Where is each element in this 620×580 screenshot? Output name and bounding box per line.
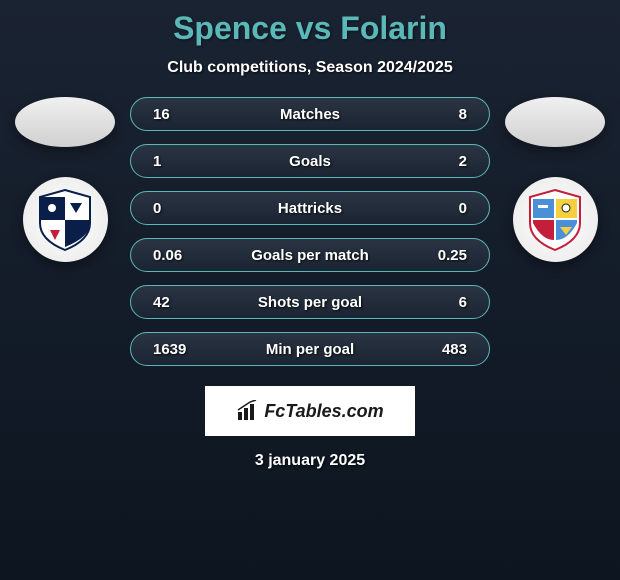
player-right-badge [513, 177, 598, 262]
stat-label: Goals [289, 153, 331, 170]
fctables-logo[interactable]: FcTables.com [205, 386, 415, 436]
player-right-column [500, 97, 610, 262]
chart-icon [236, 400, 258, 422]
comparison-date: 3 january 2025 [255, 452, 365, 470]
stat-label: Min per goal [266, 341, 354, 358]
stat-right-value: 6 [427, 294, 467, 311]
stat-left-value: 1639 [153, 341, 193, 358]
logo-text: FcTables.com [264, 401, 383, 422]
stat-right-value: 483 [427, 341, 467, 358]
stat-row-goals: 1 Goals 2 [130, 144, 490, 178]
stat-row-matches: 16 Matches 8 [130, 97, 490, 131]
stats-column: 16 Matches 8 1 Goals 2 0 Hattricks 0 0.0… [130, 97, 490, 366]
page-title: Spence vs Folarin [173, 10, 447, 47]
stat-left-value: 42 [153, 294, 193, 311]
stat-label: Shots per goal [258, 294, 362, 311]
competition-subtitle: Club competitions, Season 2024/2025 [167, 59, 452, 77]
stat-left-value: 0.06 [153, 247, 193, 264]
stat-right-value: 0 [427, 200, 467, 217]
stat-row-shots-per-goal: 42 Shots per goal 6 [130, 285, 490, 319]
stat-label: Hattricks [278, 200, 342, 217]
stat-label: Matches [280, 106, 340, 123]
stat-right-value: 2 [427, 153, 467, 170]
stat-label: Goals per match [251, 247, 369, 264]
stat-row-goals-per-match: 0.06 Goals per match 0.25 [130, 238, 490, 272]
stat-right-value: 8 [427, 106, 467, 123]
stat-left-value: 16 [153, 106, 193, 123]
stat-left-value: 1 [153, 153, 193, 170]
player-left-column [10, 97, 120, 262]
stat-right-value: 0.25 [427, 247, 467, 264]
comparison-area: 16 Matches 8 1 Goals 2 0 Hattricks 0 0.0… [0, 97, 620, 366]
player-left-avatar [15, 97, 115, 147]
player-right-avatar [505, 97, 605, 147]
stat-row-hattricks: 0 Hattricks 0 [130, 191, 490, 225]
stat-left-value: 0 [153, 200, 193, 217]
player-left-badge [23, 177, 108, 262]
stat-row-min-per-goal: 1639 Min per goal 483 [130, 332, 490, 366]
